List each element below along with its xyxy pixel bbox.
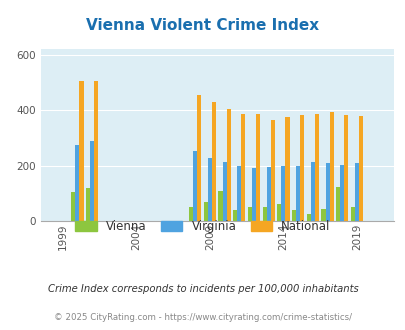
Bar — [222, 162, 226, 221]
Bar — [277, 205, 281, 221]
Bar — [256, 114, 260, 221]
Bar — [325, 163, 329, 221]
Bar — [193, 151, 197, 221]
Bar — [79, 81, 83, 221]
Bar — [86, 188, 90, 221]
Bar — [339, 165, 343, 221]
Bar — [310, 162, 314, 221]
Bar — [94, 81, 98, 221]
Bar — [207, 158, 211, 221]
Bar — [241, 114, 245, 221]
Bar — [270, 120, 274, 221]
Legend: Vienna, Virginia, National: Vienna, Virginia, National — [72, 216, 333, 237]
Bar — [299, 115, 304, 221]
Bar — [329, 112, 333, 221]
Bar — [350, 207, 354, 221]
Bar — [252, 168, 256, 221]
Bar — [335, 186, 339, 221]
Bar — [321, 209, 325, 221]
Bar — [295, 166, 299, 221]
Bar — [285, 117, 289, 221]
Bar — [232, 210, 237, 221]
Bar — [75, 145, 79, 221]
Bar — [291, 210, 295, 221]
Bar — [226, 109, 230, 221]
Bar — [314, 114, 318, 221]
Text: © 2025 CityRating.com - https://www.cityrating.com/crime-statistics/: © 2025 CityRating.com - https://www.city… — [54, 313, 351, 322]
Bar — [188, 207, 193, 221]
Bar — [247, 207, 252, 221]
Bar — [266, 167, 270, 221]
Bar — [281, 166, 285, 221]
Bar — [211, 102, 215, 221]
Bar — [343, 115, 347, 221]
Text: Crime Index corresponds to incidents per 100,000 inhabitants: Crime Index corresponds to incidents per… — [47, 284, 358, 294]
Bar — [218, 191, 222, 221]
Bar — [197, 95, 201, 221]
Bar — [203, 202, 207, 221]
Bar — [237, 166, 241, 221]
Bar — [358, 116, 362, 221]
Bar — [262, 207, 266, 221]
Bar — [306, 214, 310, 221]
Bar — [354, 163, 358, 221]
Bar — [90, 141, 94, 221]
Bar — [71, 192, 75, 221]
Text: Vienna Violent Crime Index: Vienna Violent Crime Index — [86, 18, 319, 33]
